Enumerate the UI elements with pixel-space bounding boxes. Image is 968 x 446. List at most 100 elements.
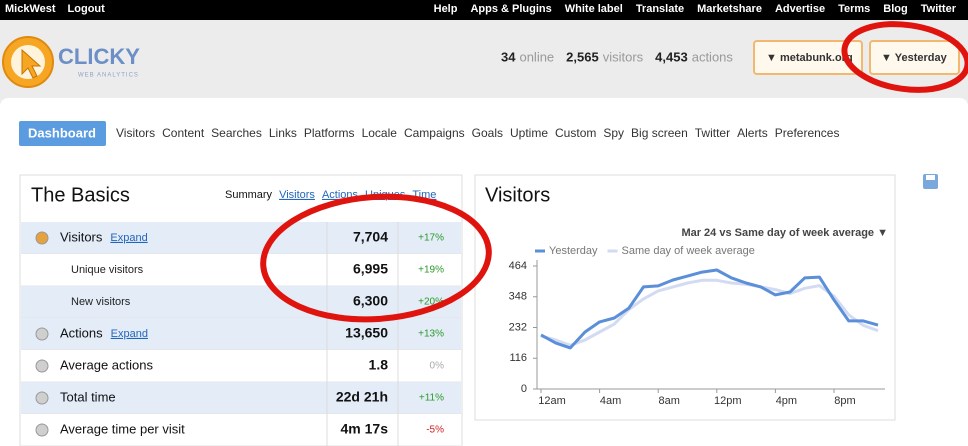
row-value: 1.8	[369, 357, 389, 373]
row-background	[21, 286, 461, 318]
top-link[interactable]: White label	[565, 3, 623, 15]
top-link[interactable]: MickWest	[5, 3, 56, 15]
site-button-box	[753, 40, 863, 75]
nav-link[interactable]: Platforms	[304, 126, 355, 140]
x-tick-label: 12pm	[714, 395, 742, 407]
tab[interactable]: Visitors	[279, 189, 315, 201]
annotation-circle	[841, 21, 968, 93]
row-value: 6,300	[353, 293, 388, 309]
logo-text: CLICKY	[58, 44, 140, 69]
nav-link[interactable]: Alerts	[737, 126, 768, 140]
x-tick-label: 8pm	[834, 395, 855, 407]
row-label: Total time	[60, 389, 116, 404]
row-label: Average time per visit	[60, 421, 185, 436]
annotation-circle	[260, 193, 492, 323]
nav-link[interactable]: Uptime	[510, 126, 548, 140]
row-change: +20%	[418, 297, 444, 308]
legend-label[interactable]: Yesterday	[549, 245, 598, 257]
nav-link[interactable]: Goals	[472, 126, 503, 140]
stat-value: 2,565	[566, 49, 599, 64]
top-link[interactable]: Twitter	[921, 3, 957, 15]
row-change: -5%	[426, 425, 444, 436]
row-change: 0%	[430, 361, 445, 372]
nav-link[interactable]: Twitter	[695, 126, 730, 140]
row-icon	[35, 359, 49, 373]
expand-link[interactable]: Expand	[110, 232, 147, 244]
top-link[interactable]: Translate	[636, 3, 684, 15]
row-value: 13,650	[345, 325, 388, 341]
y-tick-label: 464	[509, 260, 527, 272]
chart-panel	[474, 174, 896, 421]
stat-label: online	[519, 49, 554, 64]
top-link[interactable]: Apps & Plugins	[470, 3, 551, 15]
dashboard-button[interactable]: Dashboard	[19, 121, 106, 146]
top-link[interactable]: Blog	[883, 3, 907, 15]
date-button[interactable]: ▼ Yesterday	[869, 40, 960, 75]
row-value: 7,704	[353, 229, 388, 245]
row-background	[21, 350, 461, 382]
nav-link[interactable]: Links	[269, 126, 297, 140]
row-background	[21, 382, 461, 414]
top-link[interactable]: Help	[434, 3, 458, 15]
y-tick-label: 348	[509, 291, 527, 303]
nav-link[interactable]: Content	[162, 126, 205, 140]
site-button[interactable]: ▼ metabunk.org	[753, 40, 863, 75]
basics-title: The Basics	[31, 184, 130, 206]
top-link[interactable]: Marketshare	[697, 3, 762, 15]
nav-link[interactable]: Spy	[603, 126, 624, 140]
nav-link[interactable]: Visitors	[116, 126, 155, 140]
row-change: +13%	[418, 329, 444, 340]
row-label: New visitors	[71, 296, 131, 308]
row-icon	[35, 231, 49, 245]
nav-link[interactable]: Big screen	[631, 126, 688, 140]
y-tick-label: 116	[509, 352, 527, 364]
row-label: Actions	[60, 325, 103, 340]
date-button-box	[869, 40, 960, 75]
logo[interactable]: CLICKY WEB ANALYTICS	[2, 36, 140, 88]
x-tick-label: 4pm	[776, 395, 797, 407]
dynamic-content: MickWest Logout Twitter Blog Terms Advertise M…	[5, 3, 957, 446]
y-tick-label: 232	[509, 321, 527, 333]
stat-value: 4,453	[655, 49, 688, 64]
y-tick-label: 0	[521, 383, 527, 395]
nav-link[interactable]: Custom	[555, 126, 596, 140]
x-tick-label: 12am	[538, 395, 566, 407]
row-label: Unique visitors	[71, 264, 144, 276]
nav-link[interactable]: Locale	[362, 126, 398, 140]
save-icon-label	[926, 175, 935, 180]
stat-value: 34	[501, 49, 516, 64]
row-background	[21, 254, 461, 286]
row-label: Visitors	[60, 229, 103, 244]
row-icon	[35, 423, 49, 437]
row-background	[21, 318, 461, 350]
nav-link[interactable]: Searches	[211, 126, 262, 140]
date-button-text: ▼ Yesterday	[881, 52, 948, 64]
dashboard-button-box	[19, 121, 106, 146]
row-icon	[35, 327, 49, 341]
stat-label: visitors	[603, 49, 644, 64]
nav-link[interactable]: Preferences	[775, 126, 840, 140]
logo-cursor	[21, 48, 42, 79]
save-icon[interactable]	[923, 174, 938, 189]
top-bar	[0, 0, 968, 20]
stat-label: actions	[692, 49, 734, 64]
chart-subtitle[interactable]: Mar 24 vs Same day of week average ▼	[681, 227, 888, 239]
top-link[interactable]: Terms	[838, 3, 870, 15]
row-change: +11%	[419, 393, 444, 404]
row-value: 4m 17s	[341, 421, 389, 437]
row-background	[21, 414, 461, 446]
row-value: 6,995	[353, 261, 388, 277]
legend-label[interactable]: Same day of week average	[622, 245, 755, 257]
top-link[interactable]: Logout	[68, 3, 106, 15]
row-label: Average actions	[60, 357, 153, 372]
nav-link[interactable]: Campaigns	[404, 126, 465, 140]
row-background	[21, 222, 461, 254]
series-line	[540, 268, 879, 350]
row-change: +19%	[418, 265, 444, 276]
x-tick-label: 8am	[658, 395, 679, 407]
logo-subtext: WEB ANALYTICS	[78, 73, 139, 79]
tab[interactable]: Summary	[225, 189, 273, 201]
expand-link[interactable]: Expand	[111, 328, 148, 340]
top-link[interactable]: Advertise	[775, 3, 825, 15]
